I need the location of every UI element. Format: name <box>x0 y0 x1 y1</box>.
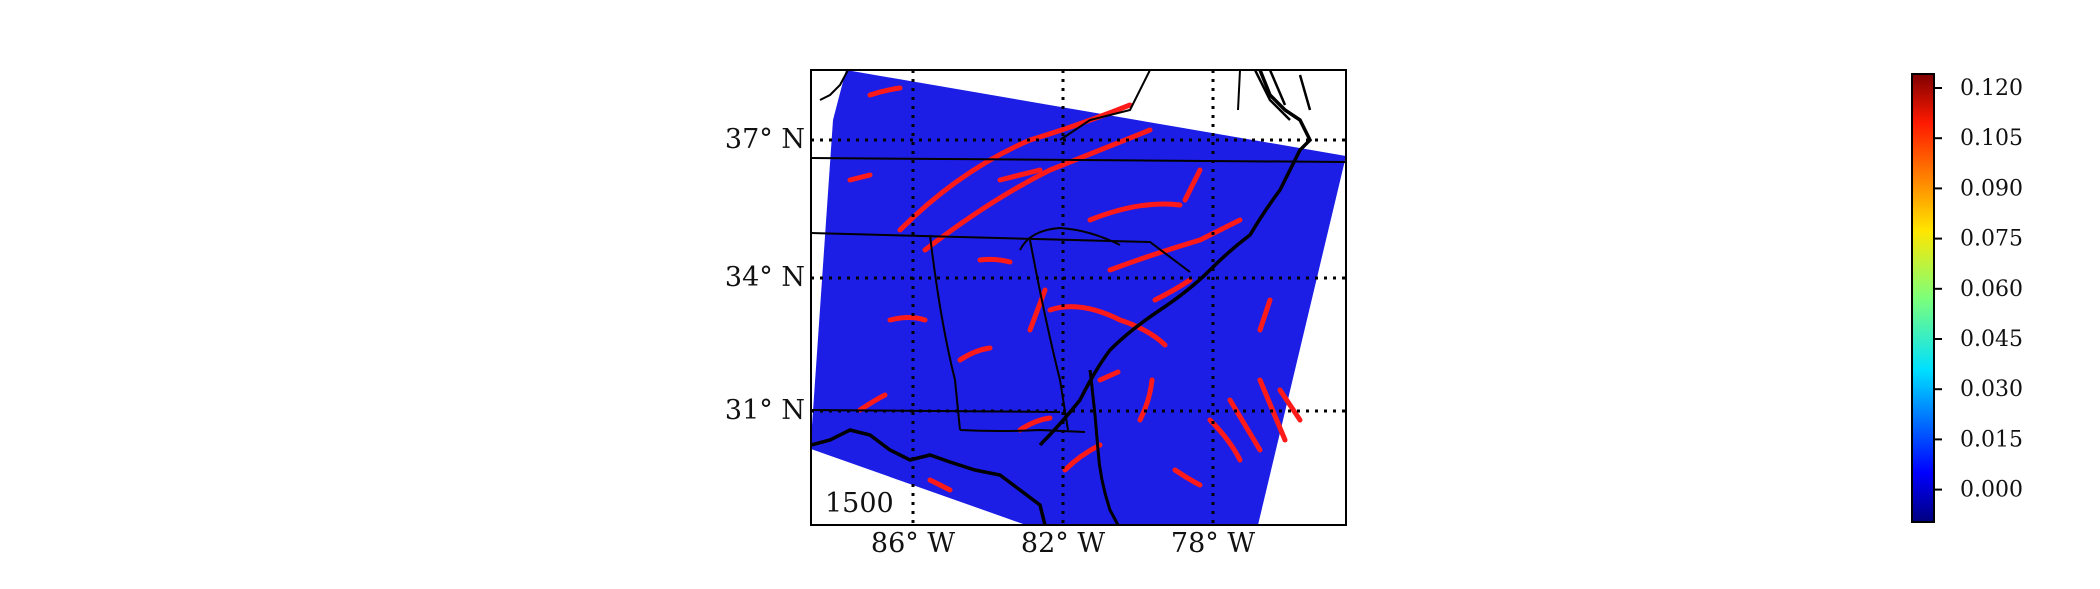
colorbar-tick-label: 0.060 <box>1960 277 2023 302</box>
coastline-florida <box>1088 369 1120 525</box>
colorbar-tick-label: 0.015 <box>1960 427 2023 452</box>
colorbar-tick-label: 0.000 <box>1960 478 2023 503</box>
colorbar-tick-label: 0.090 <box>1960 176 2023 201</box>
colorbar: 0.120 0.105 0.090 0.075 0.060 0.045 0.030 0.015… <box>1911 73 2023 523</box>
map-frame <box>810 69 1347 526</box>
state-borders <box>811 70 1346 433</box>
colorbar-tick-label: 0.075 <box>1960 227 2023 252</box>
colorbar-ticks: 0.120 0.105 0.090 0.075 0.060 0.045 0.030 0.015… <box>1934 76 2023 503</box>
colorbar-tick-label: 0.105 <box>1960 126 2023 151</box>
lon-label-86: 86° W <box>871 528 955 559</box>
lon-label-82: 82° W <box>1021 528 1105 559</box>
lon-label-78: 78° W <box>1171 528 1255 559</box>
graticule <box>811 70 1346 525</box>
map-panel <box>811 70 1346 525</box>
lat-label-31: 31° N <box>725 395 805 426</box>
coastline <box>811 70 1313 525</box>
colorbar-tick-label: 0.045 <box>1960 327 2023 352</box>
lat-label-34: 34° N <box>725 262 805 293</box>
colorbar-gradient <box>1911 73 1935 523</box>
lat-label-37: 37° N <box>725 124 805 155</box>
frame-label: 1500 <box>825 488 894 519</box>
chesapeake-outline <box>1253 70 1312 121</box>
colorbar-tick-label: 0.120 <box>1960 76 2023 101</box>
colorbar-tick-label: 0.030 <box>1960 377 2023 402</box>
